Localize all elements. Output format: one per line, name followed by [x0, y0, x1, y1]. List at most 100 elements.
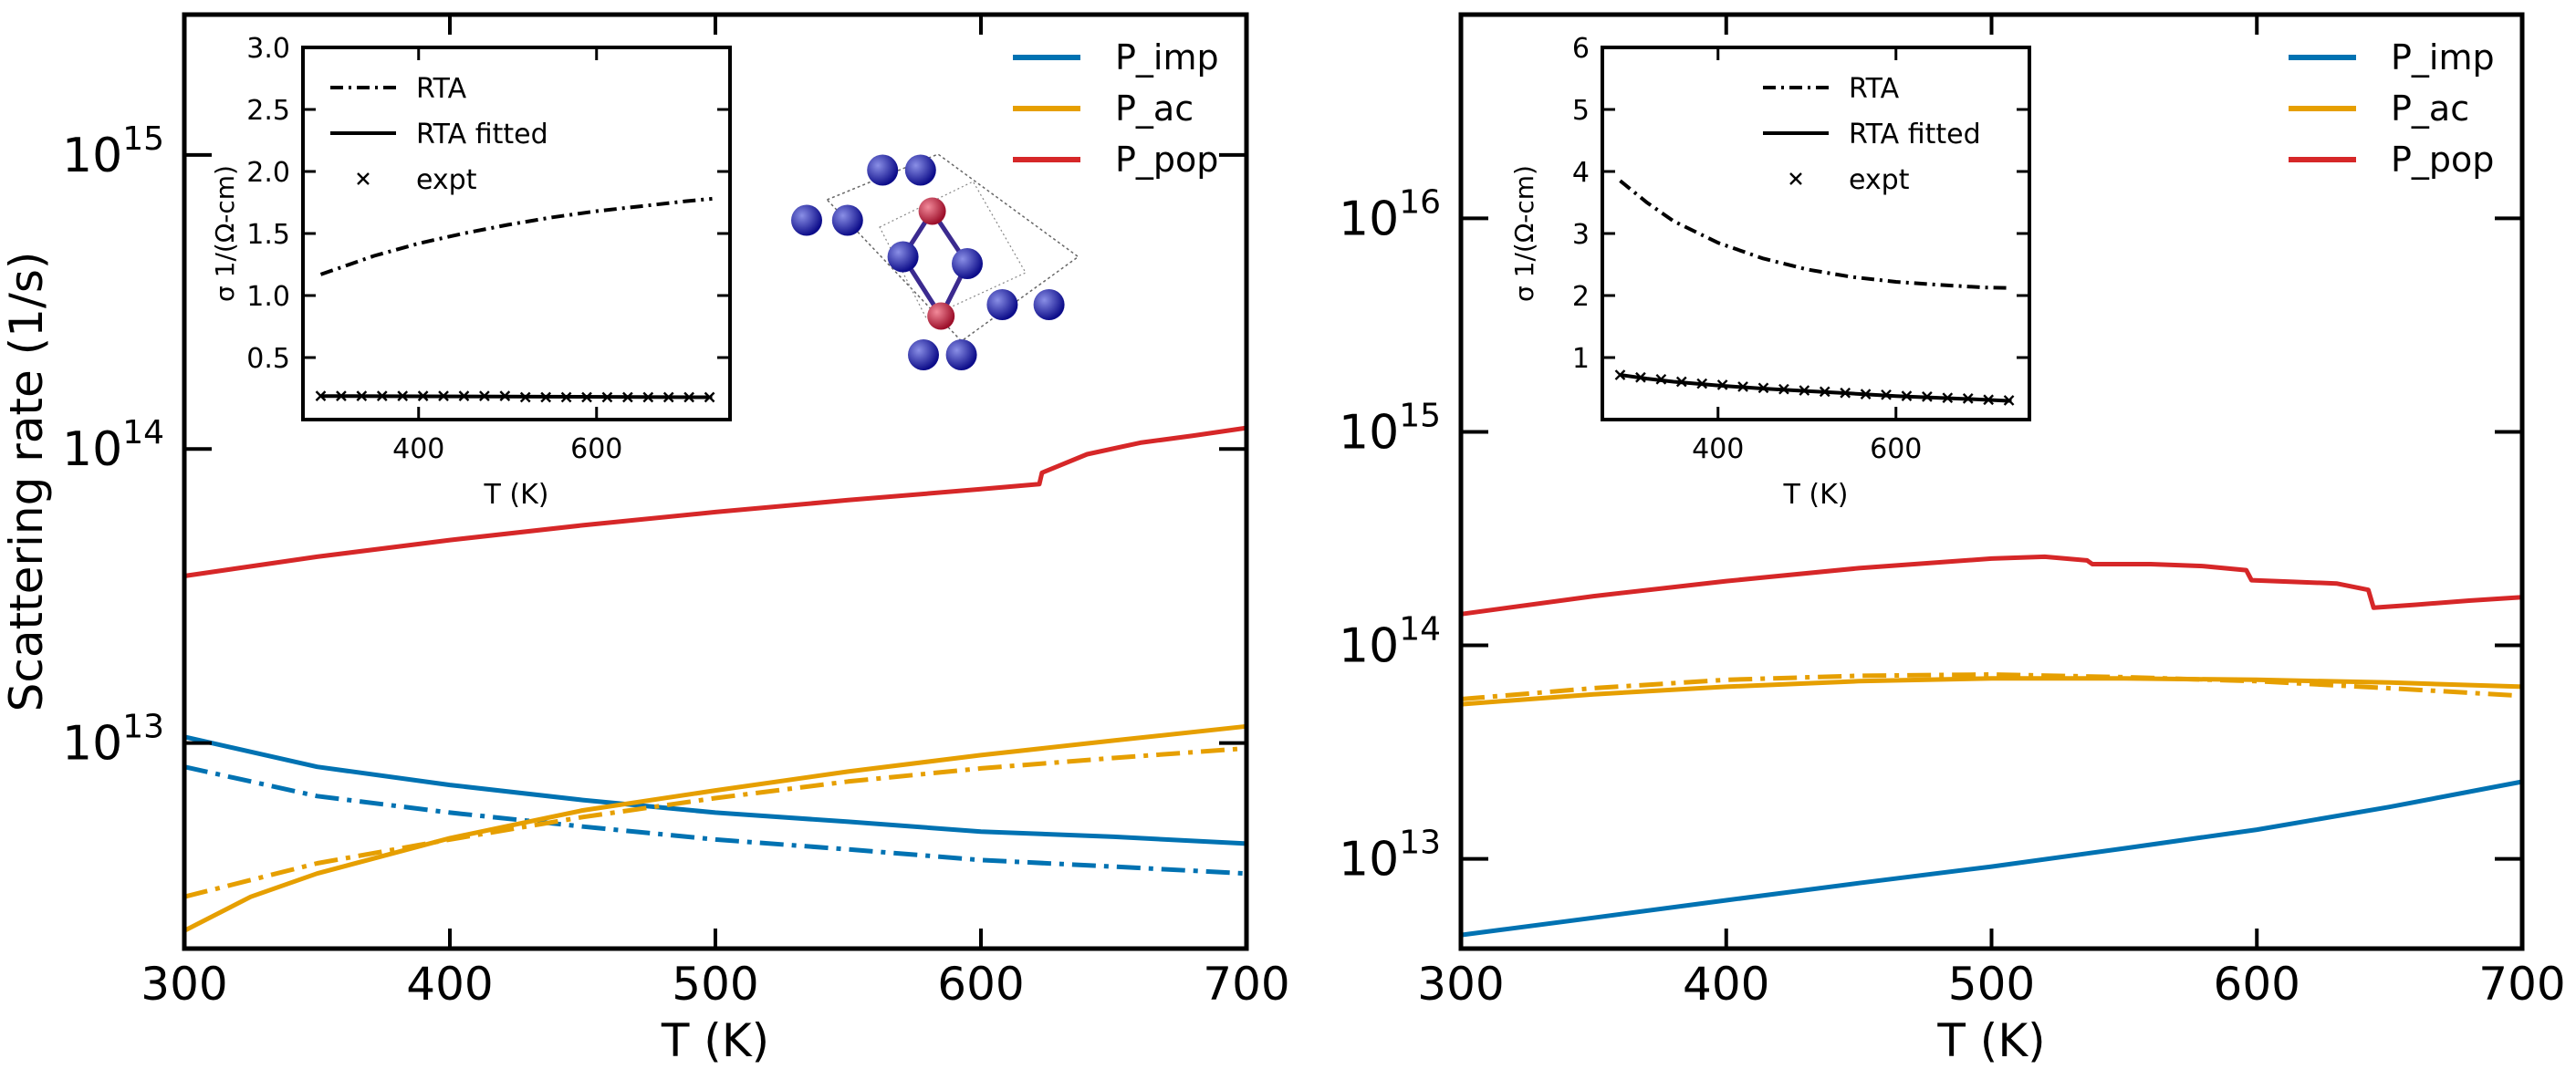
legend-label-p-ac: P_ac	[2391, 88, 2469, 129]
x-tick-label: 700	[1203, 958, 1289, 1011]
inset-marker-expt	[1655, 373, 1667, 385]
inset-marker-expt	[1778, 383, 1789, 395]
inset-x-tick-label: 400	[1692, 433, 1744, 465]
inset-marker-expt	[1614, 369, 1626, 380]
legend-label-p-pop: P_pop	[1115, 140, 1218, 180]
crystal-atom-blue	[831, 204, 863, 236]
inset-marker-expt	[1696, 378, 1708, 389]
inset-marker-expt	[1799, 385, 1810, 396]
crystal-atom-blue	[887, 241, 919, 273]
inset-marker-expt	[1860, 389, 1872, 400]
x-tick-label: 300	[141, 958, 227, 1011]
inset-y-tick-label: 2.5	[246, 95, 290, 127]
inset-marker-expt	[458, 390, 470, 402]
inset-legend-label-rta: RTA	[1849, 73, 1900, 105]
inset-y-tick-label: 6	[1572, 33, 1590, 65]
inset-marker-expt	[336, 390, 347, 402]
series-line-p-imp	[183, 734, 1247, 846]
inset-legend-label-expt: expt	[1849, 164, 1910, 196]
x-tick-label: 700	[2478, 958, 2565, 1011]
inset-marker-expt	[540, 391, 552, 403]
inset-y-tick-label: 5	[1572, 95, 1590, 127]
inset-marker-expt	[642, 391, 654, 403]
x-tick-label: 400	[1683, 958, 1769, 1011]
inset-legend-label-rta-fitted: RTA fitted	[416, 119, 548, 150]
series-line-p-pop	[1460, 554, 2523, 617]
crystal-atom-blue	[986, 289, 1018, 320]
inset-y-tick-label: 3.0	[246, 33, 290, 65]
inset-legend-label-rta-fitted: RTA fitted	[1849, 119, 1981, 150]
inset-marker-expt	[1962, 393, 1974, 404]
crystal-atom-blue	[904, 154, 936, 186]
x-tick-label: 300	[1417, 958, 1504, 1011]
x-tick-label: 500	[1948, 958, 2035, 1011]
series-line-ac-dashdot	[1460, 672, 2523, 701]
inset-marker-expt	[397, 390, 409, 402]
inset-line-rta	[1619, 179, 2012, 290]
series-line-p-ac	[183, 723, 1247, 933]
legend-label-p-imp: P_imp	[1115, 37, 1219, 78]
inset-marker-expt	[683, 391, 694, 403]
crystal-atom-blue	[791, 204, 822, 236]
x-axis-label: T (K)	[1936, 1014, 2045, 1067]
x-axis-label: T (K)	[661, 1014, 769, 1067]
inset-marker-expt	[1675, 376, 1687, 388]
inset-marker-expt	[315, 390, 327, 402]
y-axis-label: Scattering rate (1/s)	[0, 252, 53, 712]
inset-marker-expt	[438, 390, 449, 402]
inset-x-axis-label: T (K)	[1783, 479, 1849, 511]
crystal-structure-image	[791, 153, 1079, 370]
inset-marker-expt	[519, 391, 531, 403]
y-tick-label: 1014	[62, 414, 164, 477]
inset-marker-expt	[417, 390, 429, 402]
inset-marker-expt	[376, 390, 388, 402]
inset-legend-label-expt: expt	[416, 164, 477, 196]
inset-line-rta-fitted	[320, 394, 713, 400]
inset-marker-expt	[1901, 390, 1913, 402]
inset-marker-expt	[1942, 392, 1954, 404]
inset-line-rta	[319, 196, 713, 276]
inset-legend-label-rta: RTA	[416, 73, 467, 105]
inset-marker-expt	[1881, 389, 1892, 400]
crystal-atom-blue	[952, 248, 983, 279]
inset-y-tick-label: 2	[1572, 281, 1590, 313]
inset-y-tick-label: 1.0	[246, 281, 290, 313]
inset-marker-expt	[1983, 394, 1994, 406]
inset-marker-expt	[560, 391, 572, 403]
inset-y-tick-label: 3	[1572, 219, 1590, 251]
inset-legend-marker-expt	[357, 172, 370, 185]
crystal-atom-blue	[908, 339, 939, 370]
inset-marker-expt	[356, 390, 368, 402]
inset-marker-expt	[499, 390, 511, 402]
inset-legend-marker-expt	[1789, 172, 1802, 185]
inset-marker-expt	[1757, 382, 1769, 394]
inset-marker-expt	[1737, 381, 1748, 392]
x-tick-label: 500	[672, 958, 758, 1011]
inset-x-tick-label: 600	[570, 433, 622, 465]
inset-y-axis-label: σ 1/(Ω-cm)	[1509, 165, 1539, 302]
crystal-inner-cell	[879, 181, 1027, 319]
inset-background	[1602, 47, 2029, 420]
series-line-p-pop	[183, 425, 1247, 578]
inset-marker-expt	[479, 390, 490, 402]
inset-marker-expt	[601, 391, 613, 403]
inset-line-rta-fitted	[1620, 373, 2012, 403]
inset-marker-expt	[1840, 387, 1851, 399]
inset-y-tick-label: 1.5	[246, 219, 290, 251]
inset-marker-expt	[704, 391, 715, 403]
inset-marker-expt	[1819, 386, 1830, 398]
inset-x-tick-label: 400	[392, 433, 444, 465]
crystal-atom-blue	[945, 339, 977, 370]
inset-background	[303, 47, 730, 420]
inset-y-tick-label: 4	[1572, 157, 1590, 189]
inset-x-tick-label: 600	[1870, 433, 1922, 465]
inset-marker-expt	[622, 391, 633, 403]
inset-marker-expt	[581, 391, 592, 403]
y-tick-label: 1015	[62, 120, 164, 183]
series-line-ac-dashdot	[183, 745, 1247, 899]
inset-marker-expt	[1716, 379, 1728, 390]
legend-label-p-imp: P_imp	[2391, 37, 2495, 78]
y-tick-label: 1014	[1339, 611, 1441, 674]
inset-y-axis-label: σ 1/(Ω-cm)	[210, 165, 240, 302]
